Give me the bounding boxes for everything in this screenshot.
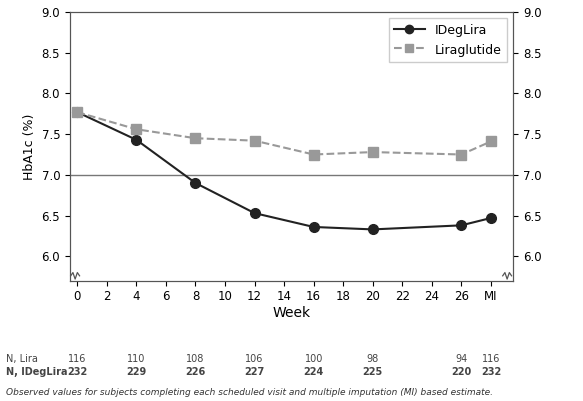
Text: 110: 110 [127, 354, 146, 364]
Text: 108: 108 [187, 354, 205, 364]
Text: 98: 98 [367, 354, 379, 364]
Text: 232: 232 [481, 367, 501, 377]
Text: N, IDegLira: N, IDegLira [6, 367, 67, 377]
Text: N, Lira: N, Lira [6, 354, 38, 364]
Text: 220: 220 [451, 367, 472, 377]
Text: 116: 116 [68, 354, 86, 364]
Text: 225: 225 [363, 367, 383, 377]
Text: 116: 116 [482, 354, 500, 364]
Text: 229: 229 [127, 367, 146, 377]
Text: 94: 94 [455, 354, 468, 364]
Text: 100: 100 [304, 354, 323, 364]
Y-axis label: HbA1c (%): HbA1c (%) [23, 113, 36, 180]
Text: 106: 106 [245, 354, 264, 364]
Text: Observed values for subjects completing each scheduled visit and multiple imputa: Observed values for subjects completing … [6, 388, 493, 397]
Text: 232: 232 [67, 367, 87, 377]
Text: 227: 227 [244, 367, 265, 377]
Text: 226: 226 [185, 367, 206, 377]
Text: 224: 224 [304, 367, 324, 377]
X-axis label: Week: Week [272, 306, 311, 320]
Legend: IDegLira, Liraglutide: IDegLira, Liraglutide [389, 18, 507, 62]
